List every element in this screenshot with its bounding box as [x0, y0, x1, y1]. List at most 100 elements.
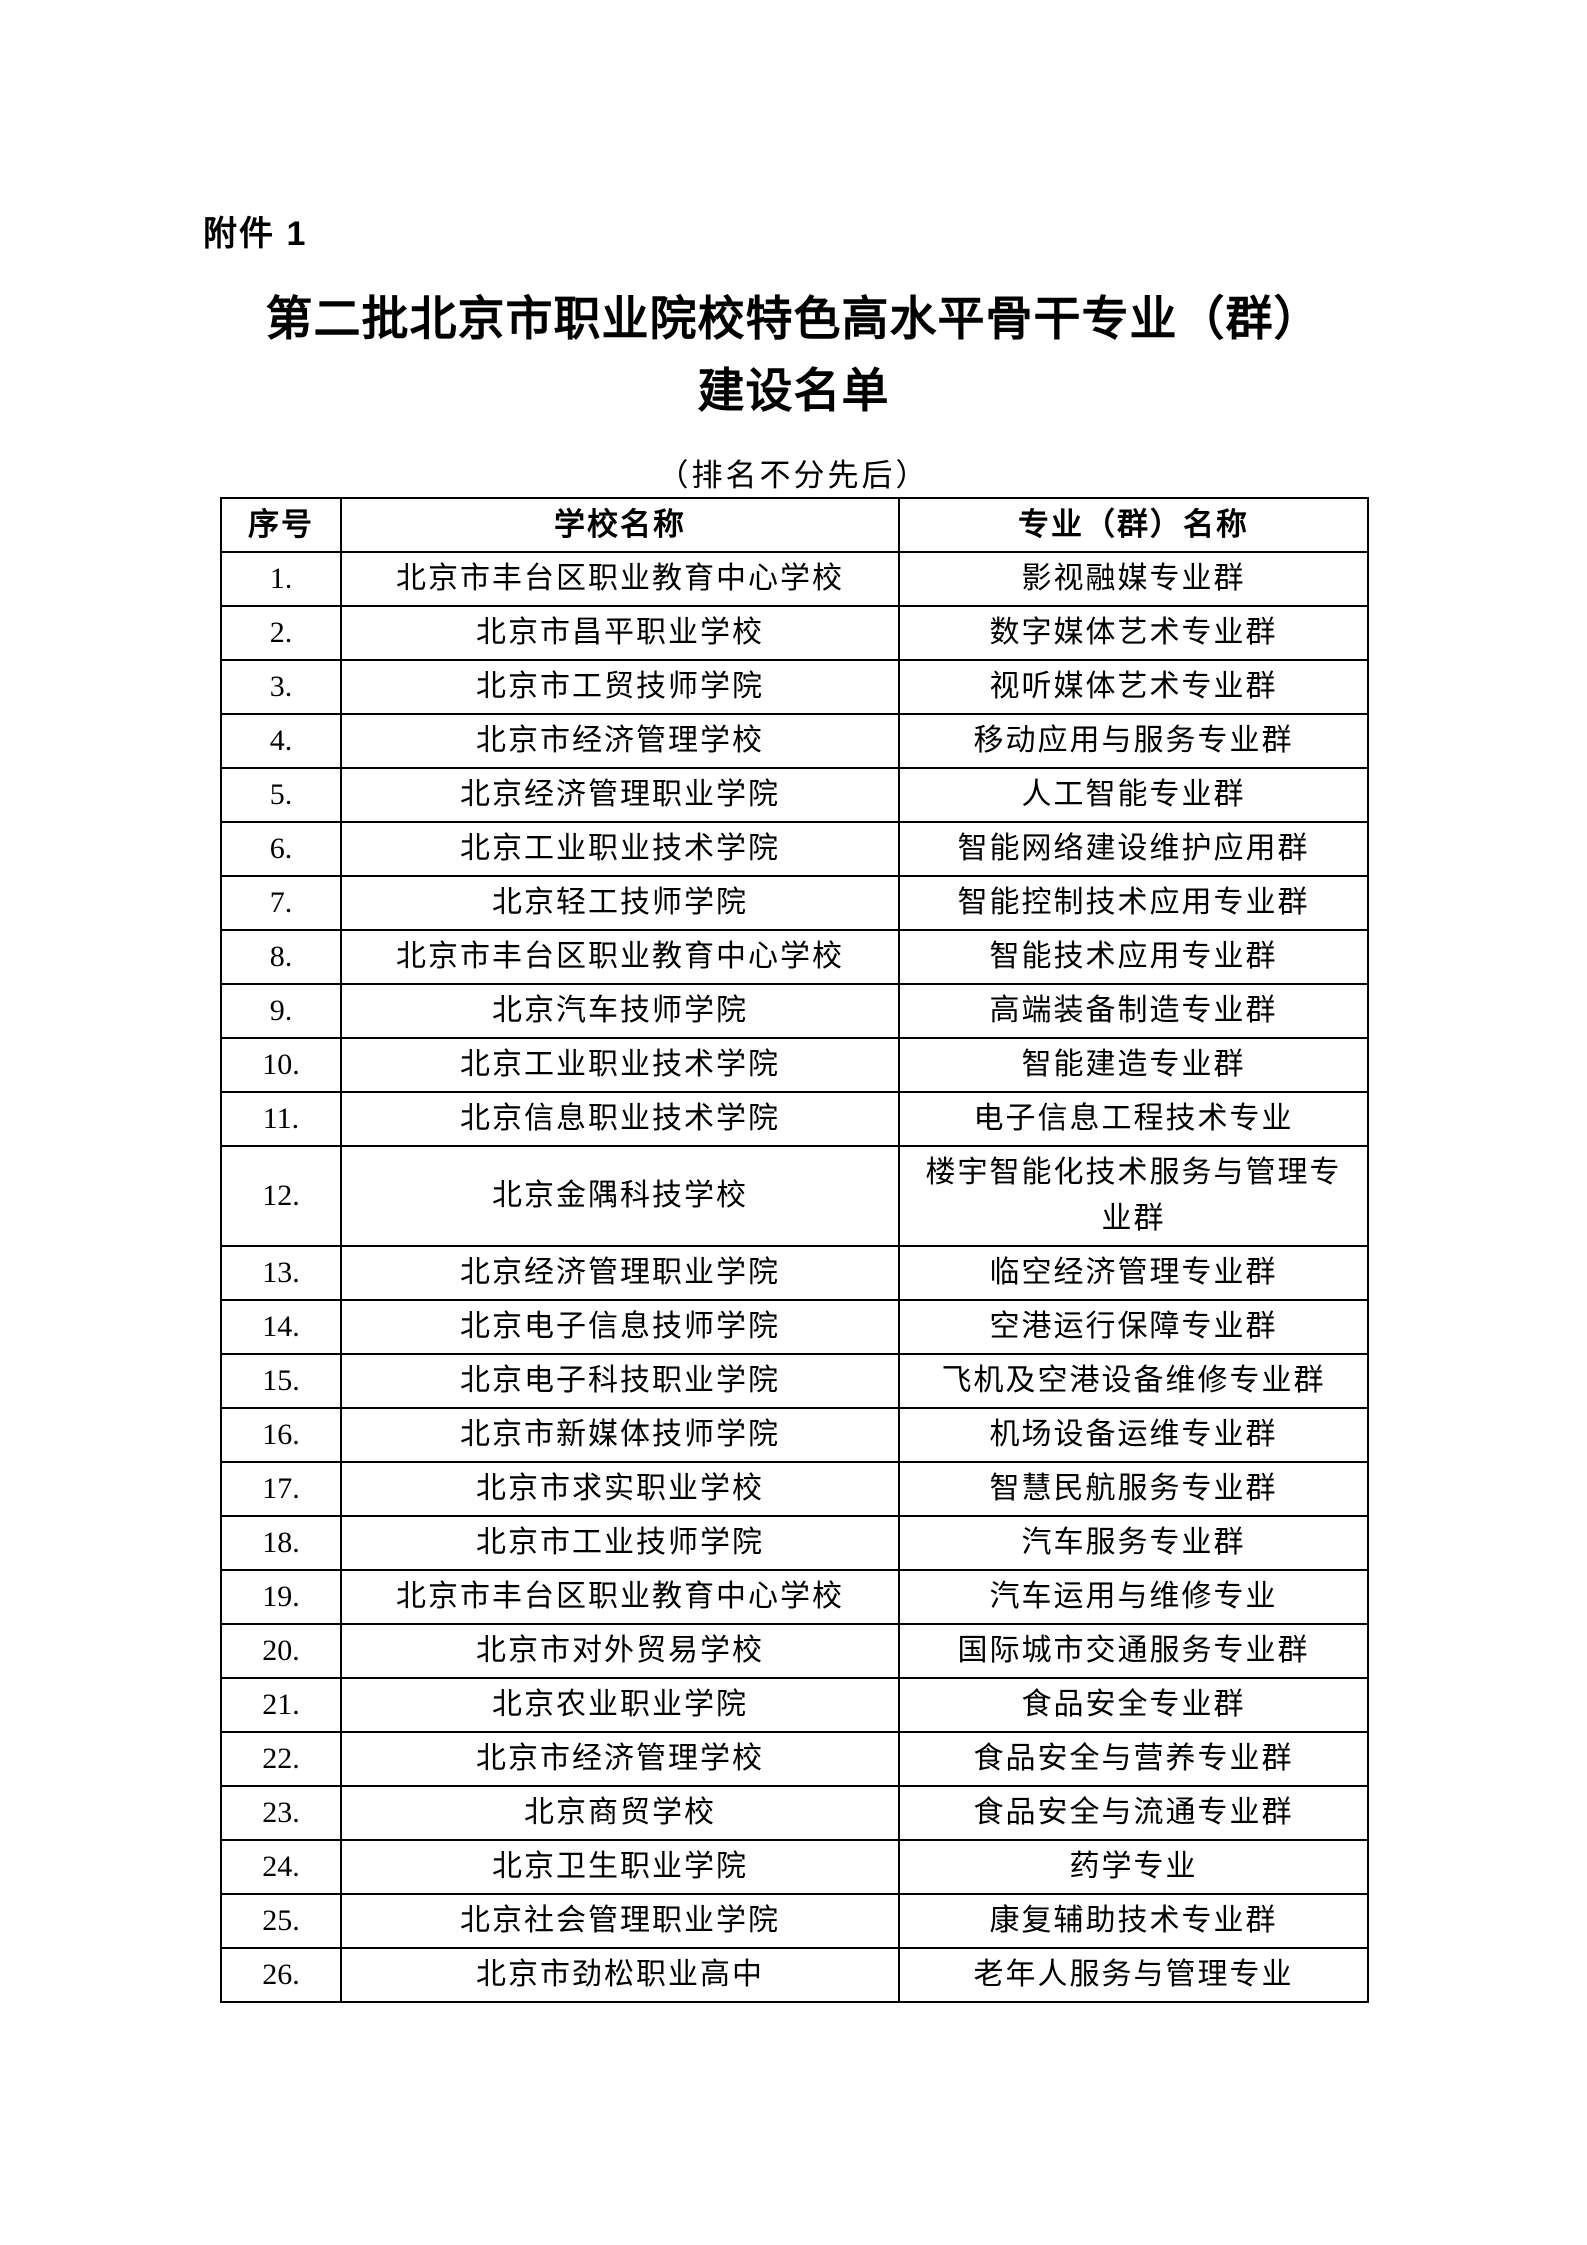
cell-no: 8. [220, 929, 342, 985]
cell-no: 11. [220, 1091, 342, 1147]
cell-school: 北京卫生职业学院 [340, 1839, 900, 1895]
cell-no: 22. [220, 1731, 342, 1787]
cell-no: 15. [220, 1353, 342, 1409]
cell-no: 12. [220, 1145, 342, 1247]
cell-major: 智能建造专业群 [898, 1037, 1369, 1093]
cell-major: 人工智能专业群 [898, 767, 1369, 823]
cell-school: 北京市求实职业学校 [340, 1461, 900, 1517]
cell-major: 移动应用与服务专业群 [898, 713, 1369, 769]
table-row: 5. 北京经济管理职业学院 人工智能专业群 [220, 767, 1369, 823]
table-row: 4. 北京市经济管理学校 移动应用与服务专业群 [220, 713, 1369, 769]
cell-school: 北京市经济管理学校 [340, 1731, 900, 1787]
cell-major: 智能网络建设维护应用群 [898, 821, 1369, 877]
table-row: 17. 北京市求实职业学校 智慧民航服务专业群 [220, 1461, 1369, 1517]
cell-school: 北京农业职业学院 [340, 1677, 900, 1733]
cell-school: 北京汽车技师学院 [340, 983, 900, 1039]
table-header-row: 序号 学校名称 专业（群）名称 [220, 497, 1369, 553]
cell-no: 7. [220, 875, 342, 931]
table-row: 6. 北京工业职业技术学院 智能网络建设维护应用群 [220, 821, 1369, 877]
cell-no: 6. [220, 821, 342, 877]
cell-no: 25. [220, 1893, 342, 1949]
cell-major: 食品安全与流通专业群 [898, 1785, 1369, 1841]
table-row: 16. 北京市新媒体技师学院 机场设备运维专业群 [220, 1407, 1369, 1463]
cell-major: 智能技术应用专业群 [898, 929, 1369, 985]
table-row: 12. 北京金隅科技学校 楼宇智能化技术服务与管理专业群 [220, 1145, 1369, 1247]
title-line-1: 第二批北京市职业院校特色高水平骨干专业（群） [265, 294, 1322, 346]
cell-no: 26. [220, 1947, 342, 2003]
cell-major: 食品安全与营养专业群 [898, 1731, 1369, 1787]
cell-no: 18. [220, 1515, 342, 1571]
cell-no: 17. [220, 1461, 342, 1517]
cell-major: 电子信息工程技术专业 [898, 1091, 1369, 1147]
cell-major: 飞机及空港设备维修专业群 [898, 1353, 1369, 1409]
cell-no: 16. [220, 1407, 342, 1463]
cell-no: 13. [220, 1245, 342, 1301]
table-row: 20. 北京市对外贸易学校 国际城市交通服务专业群 [220, 1623, 1369, 1679]
cell-school: 北京电子科技职业学院 [340, 1353, 900, 1409]
table-row: 13. 北京经济管理职业学院 临空经济管理专业群 [220, 1245, 1369, 1301]
header-no: 序号 [220, 497, 342, 553]
cell-school: 北京市新媒体技师学院 [340, 1407, 900, 1463]
table-row: 9. 北京汽车技师学院 高端装备制造专业群 [220, 983, 1369, 1039]
cell-school: 北京市劲松职业高中 [340, 1947, 900, 2003]
cell-major: 智慧民航服务专业群 [898, 1461, 1369, 1517]
table-row: 26. 北京市劲松职业高中 老年人服务与管理专业 [220, 1947, 1369, 2003]
cell-no: 24. [220, 1839, 342, 1895]
subtitle: （排名不分先后） [657, 458, 930, 493]
cell-school: 北京市丰台区职业教育中心学校 [340, 551, 900, 607]
table-row: 2. 北京市昌平职业学校 数字媒体艺术专业群 [220, 605, 1369, 661]
table-row: 14. 北京电子信息技师学院 空港运行保障专业群 [220, 1299, 1369, 1355]
cell-no: 5. [220, 767, 342, 823]
cell-school: 北京金隅科技学校 [340, 1145, 900, 1247]
cell-no: 2. [220, 605, 342, 661]
cell-no: 3. [220, 659, 342, 715]
table-row: 22. 北京市经济管理学校 食品安全与营养专业群 [220, 1731, 1369, 1787]
cell-school: 北京社会管理职业学院 [340, 1893, 900, 1949]
cell-school: 北京市工业技师学院 [340, 1515, 900, 1571]
cell-major: 食品安全专业群 [898, 1677, 1369, 1733]
cell-no: 20. [220, 1623, 342, 1679]
cell-school: 北京工业职业技术学院 [340, 1037, 900, 1093]
cell-major: 国际城市交通服务专业群 [898, 1623, 1369, 1679]
header-school: 学校名称 [340, 497, 900, 553]
cell-major: 视听媒体艺术专业群 [898, 659, 1369, 715]
cell-major: 汽车运用与维修专业 [898, 1569, 1369, 1625]
cell-major: 临空经济管理专业群 [898, 1245, 1369, 1301]
cell-major: 智能控制技术应用专业群 [898, 875, 1369, 931]
cell-school: 北京市经济管理学校 [340, 713, 900, 769]
cell-school: 北京市工贸技师学院 [340, 659, 900, 715]
cell-school: 北京市昌平职业学校 [340, 605, 900, 661]
cell-no: 23. [220, 1785, 342, 1841]
cell-no: 4. [220, 713, 342, 769]
cell-school: 北京轻工技师学院 [340, 875, 900, 931]
title-line-2: 建设名单 [697, 366, 890, 418]
cell-major: 老年人服务与管理专业 [898, 1947, 1369, 2003]
cell-school: 北京经济管理职业学院 [340, 1245, 900, 1301]
cell-no: 1. [220, 551, 342, 607]
cell-school: 北京商贸学校 [340, 1785, 900, 1841]
cell-no: 9. [220, 983, 342, 1039]
cell-major: 空港运行保障专业群 [898, 1299, 1369, 1355]
cell-major: 康复辅助技术专业群 [898, 1893, 1369, 1949]
cell-school: 北京工业职业技术学院 [340, 821, 900, 877]
cell-no: 10. [220, 1037, 342, 1093]
table-row: 7. 北京轻工技师学院 智能控制技术应用专业群 [220, 875, 1369, 931]
cell-school: 北京市丰台区职业教育中心学校 [340, 1569, 900, 1625]
cell-major: 汽车服务专业群 [898, 1515, 1369, 1571]
table-row: 8. 北京市丰台区职业教育中心学校 智能技术应用专业群 [220, 929, 1369, 985]
table-row: 23. 北京商贸学校 食品安全与流通专业群 [220, 1785, 1369, 1841]
table-row: 18. 北京市工业技师学院 汽车服务专业群 [220, 1515, 1369, 1571]
table-row: 21. 北京农业职业学院 食品安全专业群 [220, 1677, 1369, 1733]
document-title: 第二批北京市职业院校特色高水平骨干专业（群） 建设名单 [0, 284, 1587, 428]
majors-table: 序号 学校名称 专业（群）名称 1. 北京市丰台区职业教育中心学校 影视融媒专业… [220, 497, 1369, 2003]
table-row: 1. 北京市丰台区职业教育中心学校 影视融媒专业群 [220, 551, 1369, 607]
table-row: 3. 北京市工贸技师学院 视听媒体艺术专业群 [220, 659, 1369, 715]
cell-major: 影视融媒专业群 [898, 551, 1369, 607]
header-major: 专业（群）名称 [898, 497, 1369, 553]
cell-no: 19. [220, 1569, 342, 1625]
table-row: 19. 北京市丰台区职业教育中心学校 汽车运用与维修专业 [220, 1569, 1369, 1625]
cell-no: 14. [220, 1299, 342, 1355]
cell-school: 北京信息职业技术学院 [340, 1091, 900, 1147]
cell-major: 数字媒体艺术专业群 [898, 605, 1369, 661]
table-row: 15. 北京电子科技职业学院 飞机及空港设备维修专业群 [220, 1353, 1369, 1409]
